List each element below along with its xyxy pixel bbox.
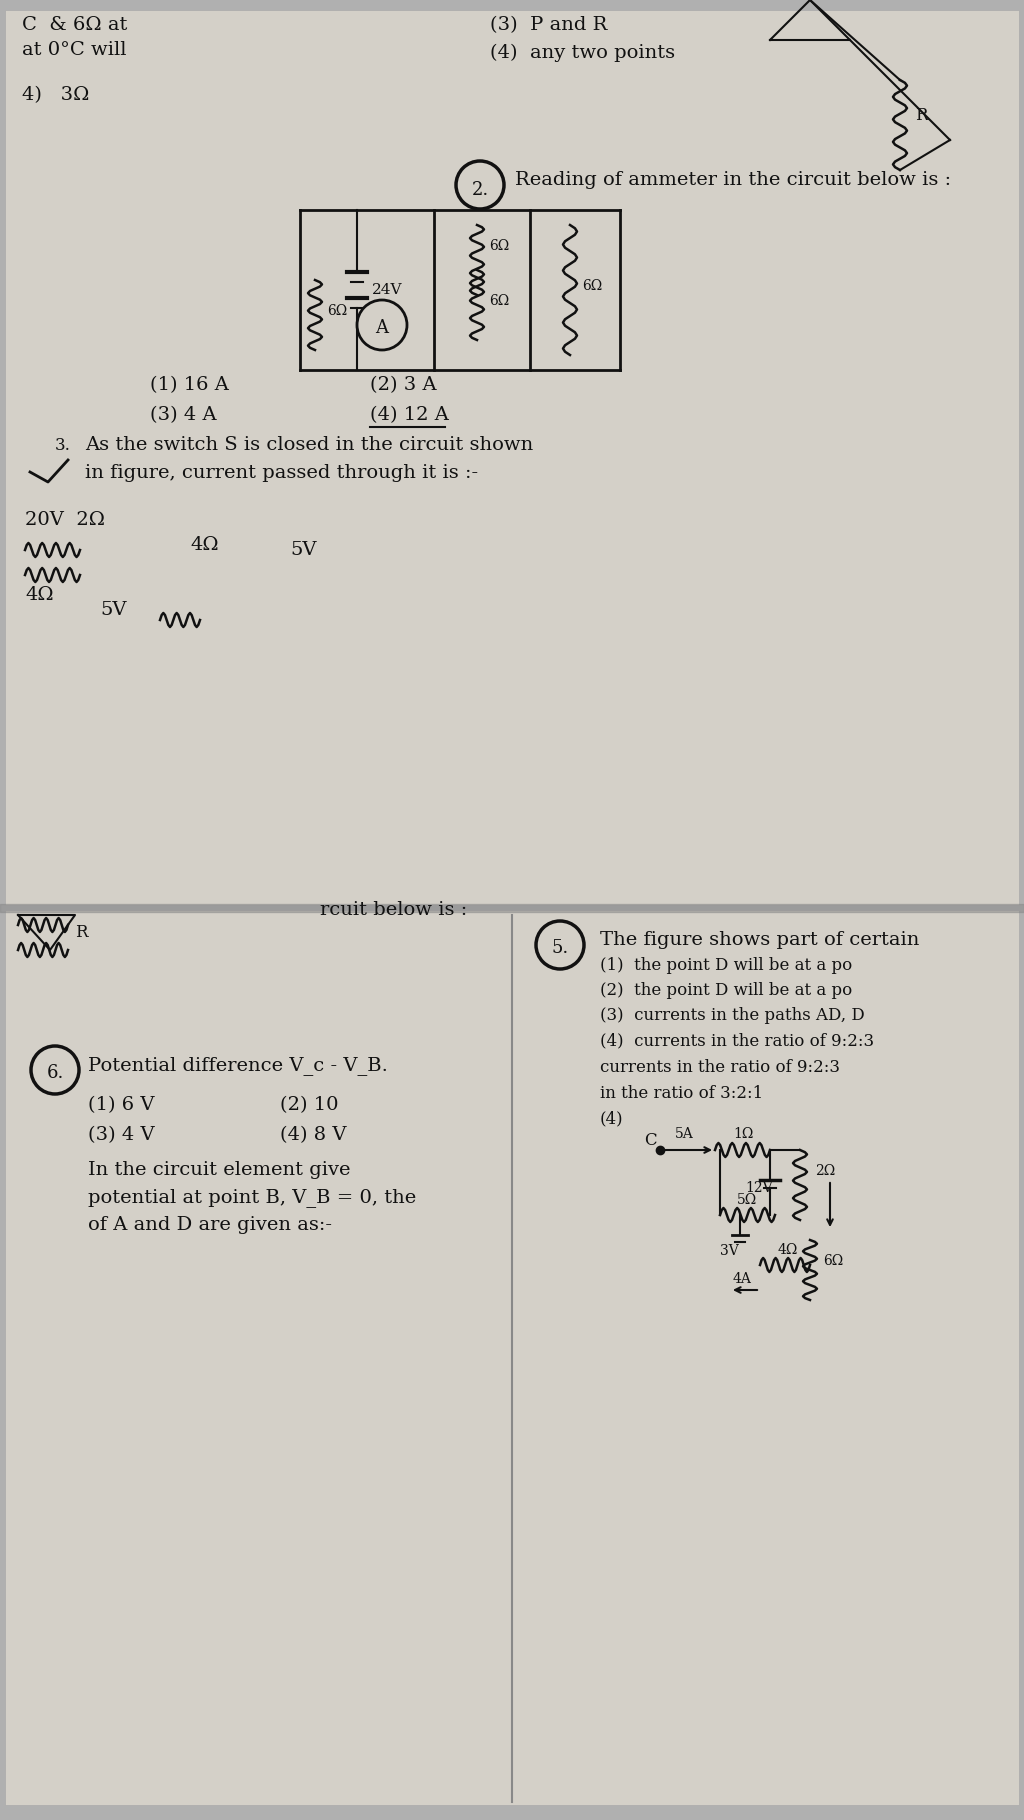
Text: (4): (4) bbox=[600, 1110, 624, 1127]
Text: The figure shows part of certain: The figure shows part of certain bbox=[600, 932, 920, 948]
Text: (1)  the point D will be at a po: (1) the point D will be at a po bbox=[600, 957, 852, 974]
Text: 3.: 3. bbox=[55, 437, 71, 453]
Text: 5Ω: 5Ω bbox=[737, 1192, 758, 1207]
Text: 3V: 3V bbox=[720, 1245, 738, 1258]
Text: A: A bbox=[376, 318, 388, 337]
Text: C  & 6Ω at: C & 6Ω at bbox=[22, 16, 127, 35]
Text: (4) 8 V: (4) 8 V bbox=[280, 1127, 346, 1145]
Text: 5V: 5V bbox=[290, 541, 316, 559]
Text: (2) 10: (2) 10 bbox=[280, 1096, 339, 1114]
Text: 1Ω: 1Ω bbox=[733, 1127, 754, 1141]
Text: 5V: 5V bbox=[100, 601, 127, 619]
Text: (3)  currents in the paths AD, D: (3) currents in the paths AD, D bbox=[600, 1006, 864, 1025]
Text: 4A: 4A bbox=[733, 1272, 752, 1287]
Text: rcuit below is :: rcuit below is : bbox=[319, 901, 467, 919]
FancyBboxPatch shape bbox=[5, 910, 1019, 1805]
Text: 6Ω: 6Ω bbox=[327, 304, 347, 318]
Text: 6Ω: 6Ω bbox=[489, 295, 509, 308]
Text: (4) 12 A: (4) 12 A bbox=[370, 406, 449, 424]
Text: (4)  currents in the ratio of 9:2:3: (4) currents in the ratio of 9:2:3 bbox=[600, 1032, 874, 1048]
Text: 6Ω: 6Ω bbox=[582, 278, 602, 293]
Text: Potential difference V_c - V_B.: Potential difference V_c - V_B. bbox=[88, 1056, 388, 1076]
Text: currents in the ratio of 9:2:3: currents in the ratio of 9:2:3 bbox=[600, 1059, 840, 1076]
Text: 5.: 5. bbox=[551, 939, 568, 957]
FancyBboxPatch shape bbox=[5, 9, 1019, 905]
Text: (3) 4 V: (3) 4 V bbox=[88, 1127, 155, 1145]
Text: 24V: 24V bbox=[372, 282, 402, 297]
Text: 4Ω: 4Ω bbox=[190, 537, 219, 553]
Text: 12V: 12V bbox=[745, 1181, 773, 1196]
Text: 2.: 2. bbox=[471, 180, 488, 198]
Text: at 0°C will: at 0°C will bbox=[22, 42, 127, 58]
Text: (4)  any two points: (4) any two points bbox=[490, 44, 675, 62]
Text: (2) 3 A: (2) 3 A bbox=[370, 377, 436, 393]
Text: (1) 16 A: (1) 16 A bbox=[150, 377, 229, 393]
Text: potential at point B, V_B = 0, the: potential at point B, V_B = 0, the bbox=[88, 1188, 416, 1207]
Text: 4Ω: 4Ω bbox=[25, 586, 53, 604]
Text: 4)   3Ω: 4) 3Ω bbox=[22, 86, 89, 104]
Text: R: R bbox=[75, 925, 87, 941]
Text: (3)  P and R: (3) P and R bbox=[490, 16, 607, 35]
Text: (2)  the point D will be at a po: (2) the point D will be at a po bbox=[600, 983, 852, 999]
Text: in figure, current passed through it is :-: in figure, current passed through it is … bbox=[85, 464, 478, 482]
Text: 20V  2Ω: 20V 2Ω bbox=[25, 511, 105, 530]
Text: of A and D are given as:-: of A and D are given as:- bbox=[88, 1216, 332, 1234]
Text: 6.: 6. bbox=[46, 1065, 63, 1083]
Text: (1) 6 V: (1) 6 V bbox=[88, 1096, 155, 1114]
Text: C: C bbox=[644, 1132, 656, 1148]
Text: 6Ω: 6Ω bbox=[823, 1254, 843, 1269]
Text: 5A: 5A bbox=[675, 1127, 693, 1141]
Text: Reading of ammeter in the circuit below is :: Reading of ammeter in the circuit below … bbox=[515, 171, 951, 189]
Text: In the circuit element give: In the circuit element give bbox=[88, 1161, 350, 1179]
Text: R: R bbox=[915, 107, 928, 124]
Text: in the ratio of 3:2:1: in the ratio of 3:2:1 bbox=[600, 1085, 763, 1101]
Text: 6Ω: 6Ω bbox=[489, 238, 509, 253]
Text: As the switch S is closed in the circuit shown: As the switch S is closed in the circuit… bbox=[85, 437, 534, 453]
Text: 2Ω: 2Ω bbox=[815, 1165, 836, 1178]
Text: 4Ω: 4Ω bbox=[778, 1243, 799, 1258]
Text: (3) 4 A: (3) 4 A bbox=[150, 406, 217, 424]
